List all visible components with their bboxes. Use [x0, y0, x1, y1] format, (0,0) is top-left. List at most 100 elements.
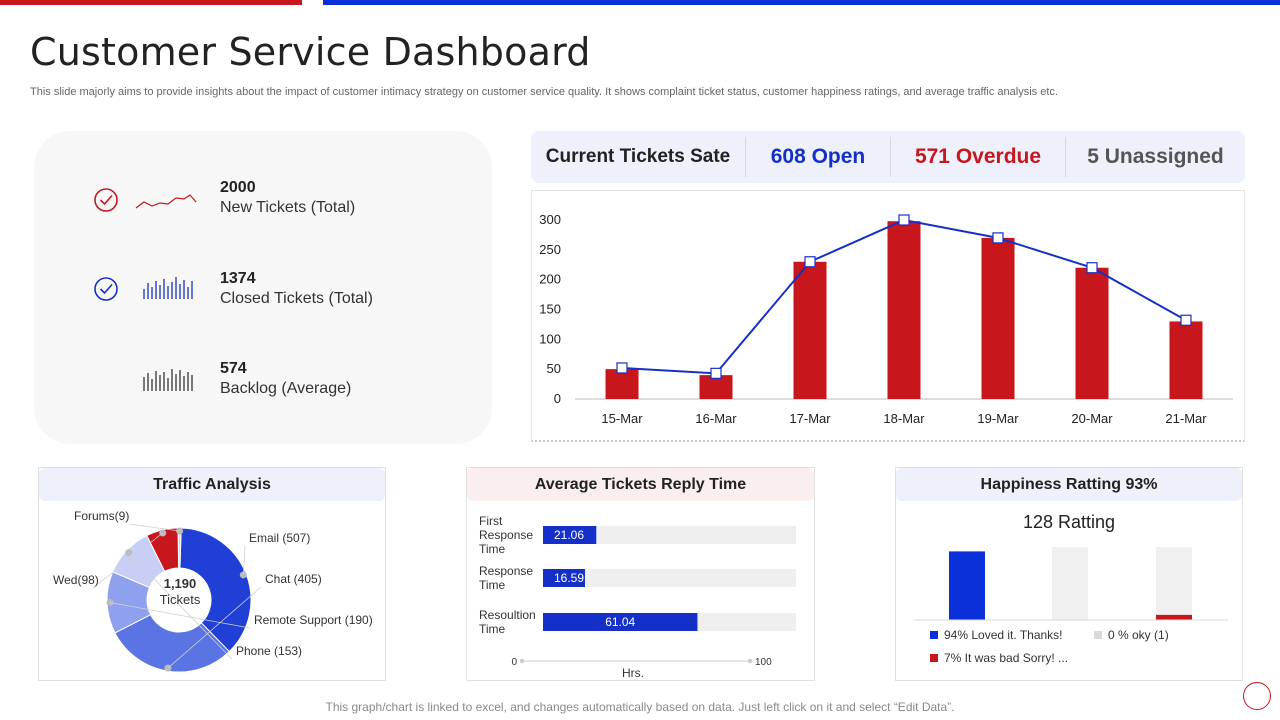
kpi-new-tickets-value: 2000 — [220, 179, 256, 196]
top-accent-red — [0, 0, 302, 5]
ticket-open-count: 608 Open — [770, 145, 866, 168]
bar-track — [543, 569, 796, 587]
reply-bar — [543, 569, 585, 587]
legend-label: 0 % oky (1) — [1108, 628, 1169, 642]
y-tick-label: 0 — [554, 391, 561, 406]
footer-note: This graph/chart is linked to excel, and… — [325, 700, 955, 714]
page-subtitle: This slide majorly aims to provide insig… — [30, 86, 1058, 98]
donut-label: Forums(9) — [74, 509, 129, 523]
donut-label: Wed(98) — [53, 573, 99, 587]
page-title: Customer Service Dashboard — [30, 30, 591, 74]
check-circle-icon — [94, 188, 118, 212]
donut-hole — [147, 568, 211, 632]
wave-sparkline-icon — [135, 194, 197, 209]
happiness-bar — [1156, 614, 1192, 620]
reply-value-label: 61.04 — [605, 615, 635, 629]
line-marker — [1086, 262, 1098, 274]
legend-label: 94% Loved it. Thanks! — [944, 628, 1063, 642]
x-tick-label: 18-Mar — [883, 411, 925, 426]
kpi-backlog-label: Backlog (Average) — [220, 380, 352, 397]
bar-15-Mar — [605, 369, 639, 399]
donut-center-label: Tickets — [159, 592, 201, 607]
tickets-chart-frame — [531, 190, 1245, 442]
donut-label: Phone (153) — [236, 644, 302, 658]
label-dot — [159, 529, 167, 537]
donut-label: Email (507) — [249, 531, 310, 545]
top-accent-blue — [323, 0, 1280, 5]
legend-label: 7% It was bad Sorry! ... — [944, 651, 1068, 665]
line-marker — [992, 232, 1004, 244]
reply-category-label: Resoultion Time — [479, 608, 536, 636]
happiness-track — [1052, 547, 1088, 620]
check-circle-icon — [94, 277, 118, 301]
leader-line — [167, 586, 262, 669]
line-marker — [616, 362, 628, 374]
reply-bar — [543, 613, 698, 631]
line-marker — [898, 214, 910, 226]
bar-20-Mar — [1075, 267, 1109, 399]
leader-line — [92, 532, 164, 589]
divider — [890, 137, 891, 177]
reply-value-label: 21.06 — [554, 528, 584, 542]
kpi-closed-tickets-value: 1374 — [220, 270, 256, 287]
line-marker — [1180, 314, 1192, 326]
x-tick-label: 100 — [755, 657, 772, 668]
bar-17-Mar — [793, 261, 827, 399]
bar-track — [543, 526, 796, 544]
happiness-bar — [949, 551, 985, 620]
reply-time-title: Average Tickets Reply Time — [467, 468, 814, 501]
divider — [1065, 137, 1066, 177]
legend-swatch — [1094, 631, 1102, 639]
y-tick-label: 150 — [539, 302, 561, 317]
y-tick-label: 100 — [539, 331, 561, 346]
axis-end-dot — [519, 658, 525, 664]
y-tick-label: 250 — [539, 242, 561, 257]
barcode-sparkline-icon — [143, 277, 193, 299]
happiness-title: Happiness Ratting 93% — [896, 468, 1242, 501]
kpi-backlog-value: 574 — [220, 360, 247, 377]
line-marker — [804, 256, 816, 268]
happiness-track — [1156, 547, 1192, 620]
happiness-bar-chart: 94% Loved it. Thanks! 0 % oky (1) 7% It wa… — [914, 547, 1228, 665]
donut-center-value: 1,190 — [163, 576, 197, 591]
happiness-subtitle: 128 Ratting — [1022, 512, 1116, 532]
leader-line — [109, 602, 251, 629]
kpi-closed-tickets-label: Closed Tickets (Total) — [220, 290, 373, 307]
x-axis-title: Hrs. — [622, 666, 644, 680]
y-tick-label: 300 — [539, 212, 561, 227]
kpi-new-tickets-label: New Tickets (Total) — [220, 199, 356, 216]
corner-circle-icon[interactable] — [1243, 682, 1271, 710]
ticket-status-bar: Current Tickets Sate 608 Open 571 Overdu… — [531, 131, 1245, 183]
traffic-analysis-title: Traffic Analysis — [39, 468, 385, 501]
reply-bar — [543, 526, 597, 544]
leader-line — [128, 552, 233, 660]
donut-label: Chat (405) — [265, 572, 322, 586]
leader-line — [128, 523, 180, 532]
y-tick-label: 50 — [547, 361, 561, 376]
reply-category-label: First Response Time — [479, 514, 533, 556]
x-tick-label: 0 — [511, 657, 517, 668]
legend-swatch — [930, 654, 938, 662]
legend-swatch — [930, 631, 938, 639]
reply-category-label: Response Time — [479, 564, 533, 592]
donut-label: Remote Support (190) — [254, 613, 373, 627]
x-tick-label: 17-Mar — [789, 411, 831, 426]
x-tick-label: 15-Mar — [601, 411, 643, 426]
bar-19-Mar — [981, 237, 1015, 399]
y-tick-label: 200 — [539, 272, 561, 287]
label-dot — [239, 571, 247, 579]
axis-end-dot — [747, 658, 753, 664]
x-tick-label: 20-Mar — [1071, 411, 1113, 426]
leader-line — [242, 545, 246, 575]
reply-time-bar-chart: First Response Time 21.06 Response Time 16.59 R… — [479, 514, 796, 680]
reply-value-label: 16.59 — [554, 571, 584, 585]
x-tick-label: 16-Mar — [695, 411, 737, 426]
tickets-combo-chart: 0 50 100 150 200 250 300 15-Mar 16-Mar 17-Mar 18-M… — [539, 212, 1233, 426]
ticket-unassigned-count: 5 Unassigned — [1087, 145, 1224, 168]
ticket-overdue-count: 571 Overdue — [914, 145, 1042, 168]
bar-18-Mar — [887, 221, 921, 399]
barcode-sparkline-icon — [143, 369, 193, 391]
line-marker — [710, 367, 722, 379]
x-tick-label: 19-Mar — [977, 411, 1019, 426]
bar-16-Mar — [699, 375, 733, 399]
